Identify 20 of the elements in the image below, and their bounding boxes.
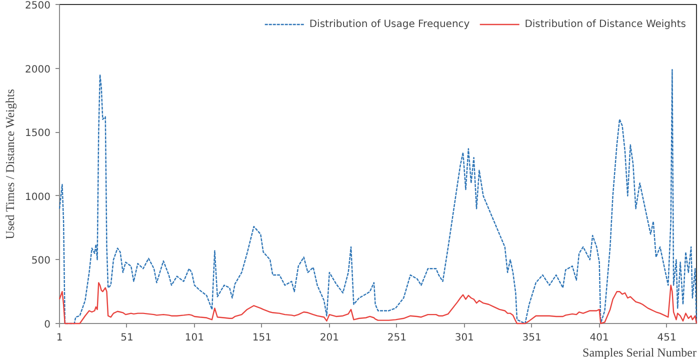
x-tick-label: 401 bbox=[590, 332, 609, 344]
legend-label: Distribution of Usage Frequency bbox=[309, 18, 470, 30]
y-tick-label: 500 bbox=[31, 256, 51, 267]
y-tick-label: 1500 bbox=[25, 128, 51, 140]
x-axis-title: Samples Serial Number bbox=[582, 346, 697, 359]
y-tick-label: 0 bbox=[44, 320, 51, 330]
x-tick-label: 351 bbox=[522, 332, 542, 344]
x-tick-label: 201 bbox=[320, 332, 339, 344]
y-tick-label: 1000 bbox=[25, 192, 51, 203]
y-tick-label: 2500 bbox=[25, 0, 51, 12]
y-axis-title: Used Times / Distance Weights bbox=[3, 88, 18, 240]
x-tick-label: 151 bbox=[252, 332, 272, 344]
x-tick-label: 51 bbox=[120, 332, 134, 344]
x-tick-label: 451 bbox=[657, 332, 676, 344]
x-tick-label: 251 bbox=[387, 332, 406, 344]
y-tick-label: 2000 bbox=[25, 64, 51, 76]
x-tick-label: 301 bbox=[454, 332, 474, 344]
x-tick-label: 1 bbox=[56, 332, 63, 344]
x-tick-label: 101 bbox=[184, 332, 204, 344]
legend-label: Distribution of Distance Weights bbox=[524, 18, 686, 30]
